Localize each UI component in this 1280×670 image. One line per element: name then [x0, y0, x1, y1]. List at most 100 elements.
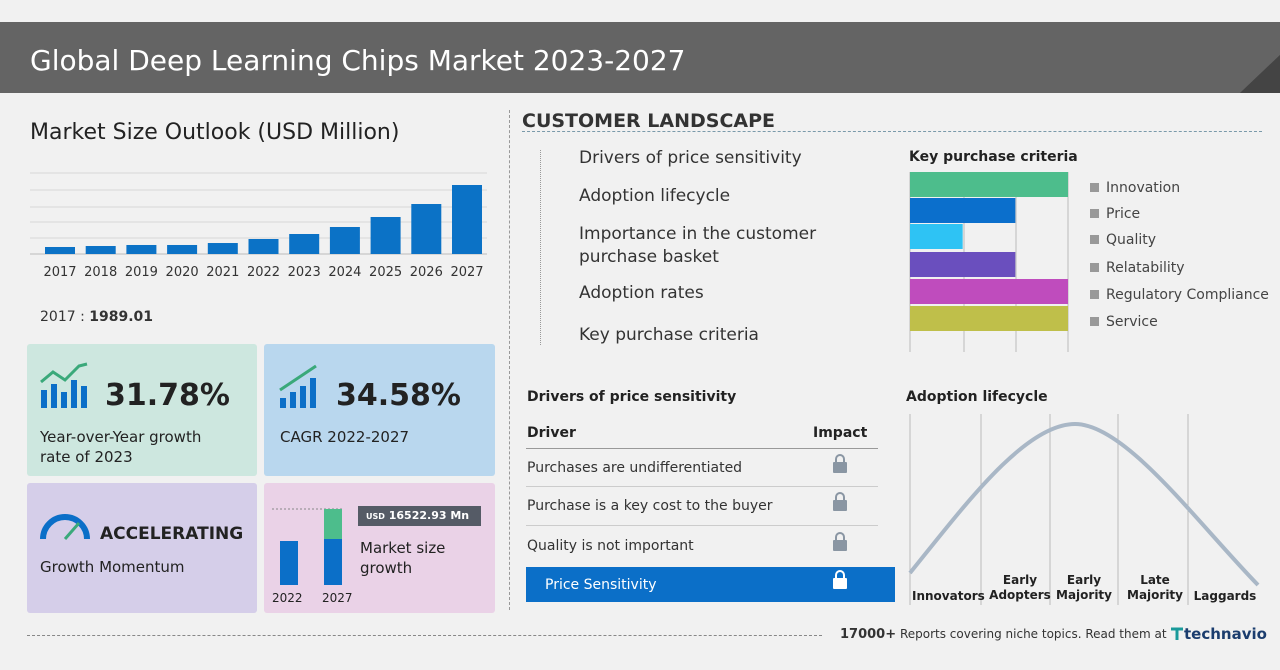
cagr-label: CAGR 2022-2027: [280, 428, 410, 446]
legend-swatch: [1090, 317, 1099, 326]
bar: [910, 172, 1068, 197]
base-year-value: 1989.01: [89, 309, 154, 325]
legend-label: Innovation: [1106, 180, 1180, 196]
legend-label: Quality: [1106, 232, 1156, 248]
table-row: Purchases are undifferentiated: [527, 460, 743, 476]
col-header: Impact: [813, 425, 868, 441]
x-tick-label: 2024: [328, 265, 361, 280]
header-bar: [0, 22, 1280, 93]
section-rule: [522, 131, 1262, 132]
table-title: Drivers of price sensitivity: [527, 389, 737, 405]
growth-unit: USD: [366, 512, 385, 521]
market-chart: 2017 2018 2019 2020 2021 2022 2023 2024 2025 2026…: [30, 172, 487, 280]
stage-label: Early Majority: [1056, 573, 1112, 602]
footer-rule: [27, 635, 822, 636]
footer-count: 17000+: [840, 627, 897, 642]
bar: [126, 244, 157, 254]
x-tick-label: 2027: [450, 265, 483, 280]
bar: [45, 246, 75, 254]
list-item: Key purchase criteria: [579, 325, 759, 345]
yoy-card: 31.78% Year-over-Year growth rate of 202…: [27, 344, 257, 476]
bar: [248, 239, 279, 254]
growth-start: 2022: [272, 591, 303, 605]
lifecycle-curve: [908, 414, 1260, 605]
divider: [509, 110, 510, 610]
bar: [85, 246, 116, 254]
legend-swatch: [1090, 183, 1099, 192]
momentum-label: Growth Momentum: [40, 558, 185, 576]
bar: [411, 204, 442, 254]
icon: [40, 362, 88, 408]
chart-title: Market Size Outlook (USD Million): [30, 120, 400, 145]
bar: [167, 244, 198, 254]
x-tick-label: 2022: [247, 265, 280, 280]
title: Global Deep Learning Chips Market 2023-2…: [30, 44, 686, 77]
x-tick-label: 2021: [206, 265, 239, 280]
gauge-icon: [40, 514, 90, 540]
legend-swatch: [1090, 235, 1099, 244]
bar: [289, 234, 320, 254]
legend-label: Price: [1106, 206, 1140, 222]
x-tick-label: 2017: [43, 265, 76, 280]
list-item: Adoption rates: [579, 283, 704, 303]
corner-fold: [1240, 55, 1280, 93]
bar: [910, 198, 1016, 223]
legend-swatch: [1090, 290, 1099, 299]
rule: [526, 525, 878, 526]
bar: [910, 306, 1068, 331]
growth-card: 2022 2027 USD 16522.93 Mn Market size gr…: [264, 483, 495, 613]
list-item: Importance in the customer purchase bask…: [579, 224, 817, 267]
brand: technavio: [1184, 625, 1267, 643]
logo-mark: [1171, 627, 1183, 640]
yoy-label: Year-over-Year growth rate of 2023: [40, 428, 202, 466]
cagr-value: 34.58%: [336, 378, 461, 413]
table-row: Purchase is a key cost to the buyer: [527, 498, 773, 514]
icon: [279, 364, 317, 408]
footer-desc: Reports covering niche topics. Read them…: [899, 627, 1167, 641]
bar: [329, 226, 360, 254]
bar: [207, 243, 238, 254]
section-title: CUSTOMER LANDSCAPE: [522, 110, 776, 132]
bar: [370, 217, 401, 254]
growth-icon: [272, 508, 342, 585]
momentum-card: ACCELERATING Growth Momentum: [27, 483, 257, 613]
yoy-value: 31.78%: [105, 378, 230, 413]
x-tick-label: 2026: [410, 265, 443, 280]
legend-label: Regulatory Compliance: [1106, 287, 1269, 303]
stage-label: Late Majority: [1127, 573, 1183, 602]
stage-label: Innovators: [912, 589, 985, 603]
stage-label: Laggards: [1193, 589, 1257, 603]
kpc-chart: Innovation Price Quality Relatability Regula…: [909, 172, 1269, 352]
growth-label: Market size growth: [360, 539, 446, 577]
list-item: Drivers of price sensitivity: [579, 148, 802, 168]
lifecycle-title: Adoption lifecycle: [906, 389, 1048, 405]
x-tick-label: 2019: [125, 265, 158, 280]
col-header: Driver: [527, 425, 576, 441]
x-tick-label: 2023: [288, 265, 321, 280]
legend-swatch: [1090, 263, 1099, 272]
stage-label: Early Adopters: [989, 573, 1051, 602]
footer-text: 17000+ Reports covering niche topics. Re…: [840, 627, 1167, 642]
lock-icons: [833, 454, 847, 589]
legend-label: Service: [1106, 314, 1158, 330]
base-year-label: 2017: [40, 309, 76, 325]
bar: [452, 185, 482, 254]
x-tick-label: 2020: [166, 265, 199, 280]
growth-badge: USD 16522.93 Mn: [358, 506, 481, 526]
growth-end: 2027: [322, 591, 353, 605]
bar: [910, 224, 963, 249]
base-year: 2017 : 1989.01: [40, 309, 154, 325]
list-line: [540, 150, 541, 345]
momentum-value: ACCELERATING: [100, 524, 244, 544]
rule: [526, 486, 878, 487]
legend-label: Relatability: [1106, 260, 1185, 276]
growth-value: 16522.93 Mn: [388, 509, 470, 522]
table-row: Quality is not important: [527, 538, 694, 554]
bar: [910, 279, 1068, 304]
table-row: Price Sensitivity: [545, 577, 657, 593]
cagr-card: 34.58% CAGR 2022-2027: [264, 344, 495, 476]
x-tick-label: 2025: [369, 265, 402, 280]
kpc-title: Key purchase criteria: [909, 149, 1078, 165]
x-tick-label: 2018: [84, 265, 117, 280]
